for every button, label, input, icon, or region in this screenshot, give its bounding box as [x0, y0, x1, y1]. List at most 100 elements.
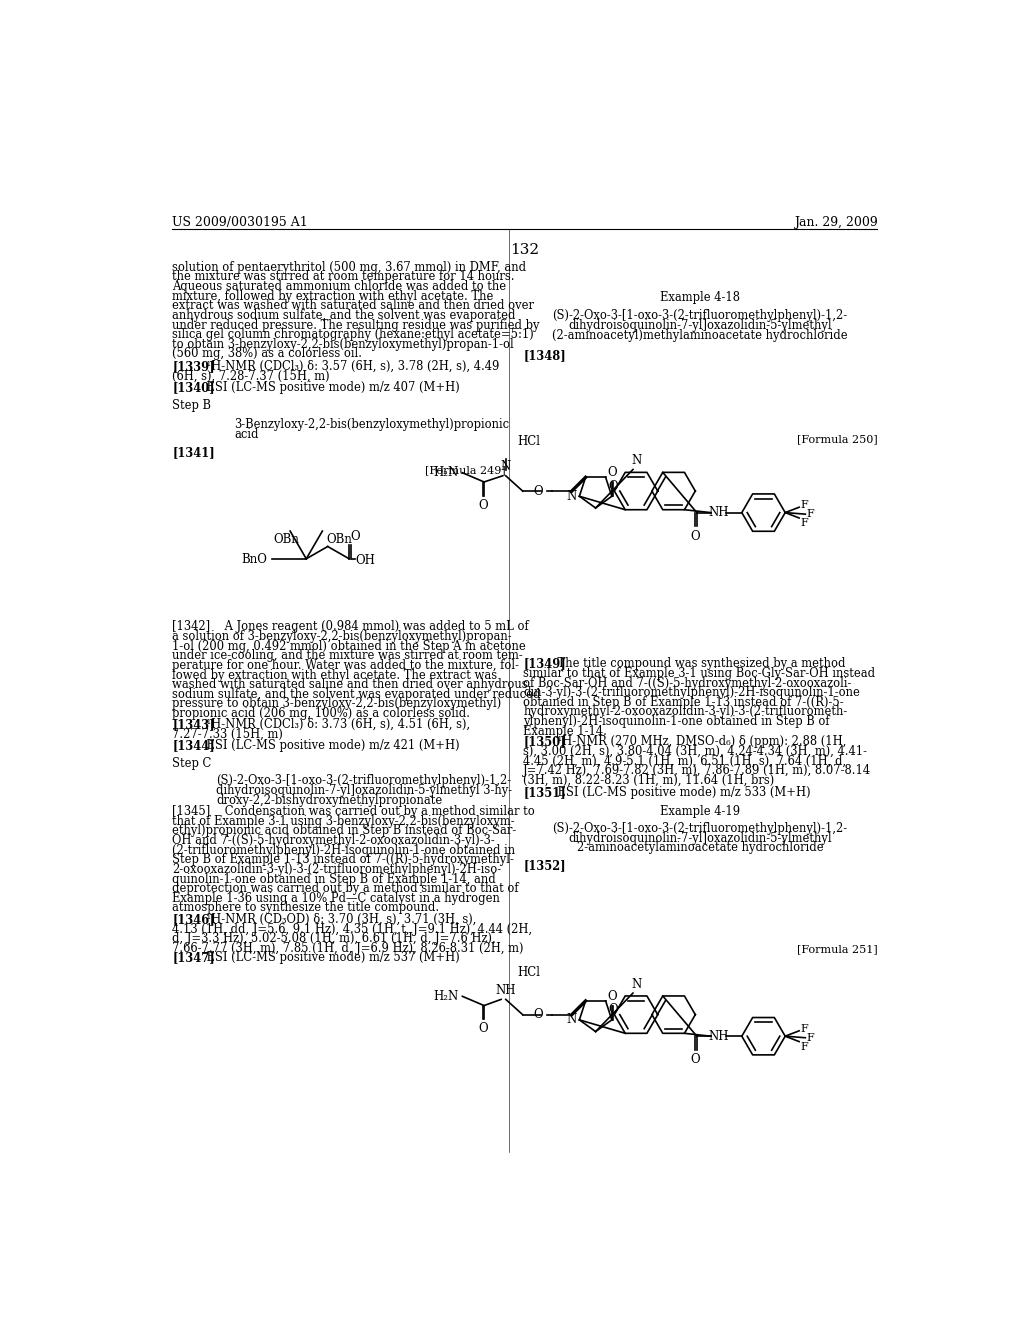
Text: (2-aminoacetyl)methylaminoacetate hydrochloride: (2-aminoacetyl)methylaminoacetate hydroc… [552, 329, 848, 342]
Text: [1347]: [1347] [172, 952, 215, 965]
Text: [1343]: [1343] [172, 718, 215, 731]
Text: O: O [534, 484, 543, 498]
Text: d, J=3.3 Hz), 5.02-5.08 (1H, m), 6.61 (1H, d, J=7.6 Hz),: d, J=3.3 Hz), 5.02-5.08 (1H, m), 6.61 (1… [172, 932, 496, 945]
Text: lowed by extraction with ethyl acetate. The extract was: lowed by extraction with ethyl acetate. … [172, 668, 498, 681]
Text: to obtain 3-benzyloxy-2,2-bis(benzyloxymethyl)propan-1-ol: to obtain 3-benzyloxy-2,2-bis(benzyloxym… [172, 338, 514, 351]
Text: anhydrous sodium sulfate, and the solvent was evaporated: anhydrous sodium sulfate, and the solven… [172, 309, 516, 322]
Text: 3-Benzyloxy-2,2-bis(benzyloxymethyl)propionic: 3-Benzyloxy-2,2-bis(benzyloxymethyl)prop… [234, 418, 509, 430]
Text: ¹H-NMR (CD₃OD) δ: 3.70 (3H, s), 3.71 (3H, s),: ¹H-NMR (CD₃OD) δ: 3.70 (3H, s), 3.71 (3H… [193, 913, 476, 927]
Text: (S)-2-Oxo-3-[1-oxo-3-(2-trifluoromethylphenyl)-1,2-: (S)-2-Oxo-3-[1-oxo-3-(2-trifluoromethylp… [552, 822, 848, 836]
Text: dihydroisoquinolin-7-yl]oxazolidin-5-ylmethyl 3-hy-: dihydroisoquinolin-7-yl]oxazolidin-5-ylm… [216, 784, 512, 797]
Text: perature for one hour. Water was added to the mixture, fol-: perature for one hour. Water was added t… [172, 659, 519, 672]
Text: solution of pentaerythritol (500 mg, 3.67 mmol) in DMF, and: solution of pentaerythritol (500 mg, 3.6… [172, 261, 526, 273]
Text: [1342]    A Jones reagent (0.984 mmol) was added to 5 mL of: [1342] A Jones reagent (0.984 mmol) was … [172, 620, 529, 634]
Text: J=7.42 Hz), 7.69-7.82 (3H, m), 7.86-7.89 (1H, m), 8.07-8.14: J=7.42 Hz), 7.69-7.82 (3H, m), 7.86-7.89… [523, 764, 871, 777]
Text: 4.13 (1H, dd, J=5.6, 9.1 Hz), 4.35 (1H, t, J=9.1 Hz), 4.44 (2H,: 4.13 (1H, dd, J=5.6, 9.1 Hz), 4.35 (1H, … [172, 923, 532, 936]
Text: O: O [690, 529, 700, 543]
Text: OH: OH [355, 554, 375, 566]
Text: ESI (LC-MS positive mode) m/z 421 (M+H): ESI (LC-MS positive mode) m/z 421 (M+H) [193, 739, 460, 752]
Text: O: O [608, 479, 617, 492]
Text: [Formula 249]: [Formula 249] [425, 465, 506, 475]
Text: [1341]: [1341] [172, 446, 215, 459]
Text: [1344]: [1344] [172, 739, 215, 752]
Text: O: O [608, 990, 617, 1003]
Text: that of Example 3-1 using 3-benzyloxy-2,2-bis(benzyloxym-: that of Example 3-1 using 3-benzyloxy-2,… [172, 814, 515, 828]
Text: of Boc-Sar-OH and 7-((S)-5-hydroxymethyl-2-oxooxazoli-: of Boc-Sar-OH and 7-((S)-5-hydroxymethyl… [523, 677, 852, 689]
Text: NH: NH [709, 506, 729, 519]
Text: ethyl)propionic acid obtained in Step B instead of Boc-Sar-: ethyl)propionic acid obtained in Step B … [172, 825, 516, 837]
Text: Aqueous saturated ammonium chloride was added to the: Aqueous saturated ammonium chloride was … [172, 280, 506, 293]
Text: similar to that of Example 3-1 using Boc-Gly-Sar-OH instead: similar to that of Example 3-1 using Boc… [523, 667, 876, 680]
Text: ¹H-NMR (CDCl₃) δ: 3.57 (6H, s), 3.78 (2H, s), 4.49: ¹H-NMR (CDCl₃) δ: 3.57 (6H, s), 3.78 (2H… [193, 360, 500, 374]
Text: ESI (LC-MS positive mode) m/z 537 (M+H): ESI (LC-MS positive mode) m/z 537 (M+H) [193, 952, 460, 965]
Text: [1346]: [1346] [172, 913, 215, 927]
Text: O: O [534, 1008, 543, 1022]
Text: 132: 132 [510, 243, 540, 257]
Text: OBn: OBn [273, 533, 299, 546]
Text: 7.66-7.77 (3H, m), 7.85 (1H, d, J=6.9 Hz), 8.26-8.31 (2H, m): 7.66-7.77 (3H, m), 7.85 (1H, d, J=6.9 Hz… [172, 942, 523, 954]
Text: N: N [631, 454, 641, 467]
Text: hydroxymethyl-2-oxooxazolidin-3-yl)-3-(2-trifluorometh-: hydroxymethyl-2-oxooxazolidin-3-yl)-3-(2… [523, 705, 848, 718]
Text: the mixture was stirred at room temperature for 14 hours.: the mixture was stirred at room temperat… [172, 271, 515, 284]
Text: F: F [807, 510, 815, 519]
Text: [1340]: [1340] [172, 381, 215, 393]
Text: O: O [608, 1003, 617, 1016]
Text: The title compound was synthesized by a method: The title compound was synthesized by a … [544, 657, 846, 671]
Text: N: N [631, 978, 641, 991]
Text: a solution of 3-benzyloxy-2,2-bis(benzyloxymethyl)propan-: a solution of 3-benzyloxy-2,2-bis(benzyl… [172, 630, 512, 643]
Text: O: O [351, 531, 360, 544]
Text: Jan. 29, 2009: Jan. 29, 2009 [794, 216, 878, 230]
Text: [1352]: [1352] [523, 859, 566, 873]
Text: F: F [807, 1032, 815, 1043]
Text: N: N [567, 490, 578, 503]
Text: Example 4-19: Example 4-19 [659, 805, 740, 818]
Text: HCl: HCl [517, 966, 541, 979]
Text: O: O [478, 1023, 488, 1035]
Text: [1345]    Condensation was carried out by a method similar to: [1345] Condensation was carried out by a… [172, 805, 535, 818]
Text: ¹H-NMR (270 MHz, DMSO-d₆) δ (ppm): 2.88 (1H,: ¹H-NMR (270 MHz, DMSO-d₆) δ (ppm): 2.88 … [544, 735, 847, 748]
Text: dihydroisoquinolin-7-yl]oxazolidin-5-ylmethyl: dihydroisoquinolin-7-yl]oxazolidin-5-ylm… [568, 832, 831, 845]
Text: (S)-2-Oxo-3-[1-oxo-3-(2-trifluoromethylphenyl)-1,2-: (S)-2-Oxo-3-[1-oxo-3-(2-trifluoromethylp… [552, 309, 848, 322]
Text: quinolin-1-one obtained in Step B of Example 1-14, and: quinolin-1-one obtained in Step B of Exa… [172, 873, 496, 886]
Text: N: N [567, 1014, 578, 1027]
Text: [Formula 250]: [Formula 250] [797, 434, 878, 444]
Text: H₂N: H₂N [433, 990, 459, 1003]
Text: under ice-cooling, and the mixture was stirred at room tem-: under ice-cooling, and the mixture was s… [172, 649, 523, 663]
Text: BnO: BnO [242, 553, 267, 566]
Text: [1348]: [1348] [523, 350, 566, 363]
Text: under reduced pressure. The resulting residue was purified by: under reduced pressure. The resulting re… [172, 318, 540, 331]
Text: NH: NH [709, 1030, 729, 1043]
Text: F: F [801, 1041, 809, 1052]
Text: NH: NH [496, 985, 516, 997]
Text: Example 4-18: Example 4-18 [659, 290, 740, 304]
Text: Example 1-14.: Example 1-14. [523, 725, 607, 738]
Text: Step B of Example 1-13 instead of 7-((R)-5-hydroxymethyl-: Step B of Example 1-13 instead of 7-((R)… [172, 853, 514, 866]
Text: s), 3.00 (2H, s), 3.80-4.04 (3H, m), 4.24-4.34 (3H, m), 4.41-: s), 3.00 (2H, s), 3.80-4.04 (3H, m), 4.2… [523, 744, 867, 758]
Text: (3H, m), 8.22-8.23 (1H, m), 11.64 (1H, brs): (3H, m), 8.22-8.23 (1H, m), 11.64 (1H, b… [523, 774, 774, 787]
Text: OBn: OBn [327, 533, 352, 546]
Text: mixture, followed by extraction with ethyl acetate. The: mixture, followed by extraction with eth… [172, 289, 494, 302]
Text: droxy-2,2-bishydroxymethylpropionate: droxy-2,2-bishydroxymethylpropionate [216, 793, 442, 807]
Text: F: F [801, 1023, 809, 1034]
Text: ¹H-NMR (CDCl₃) δ: 3.73 (6H, s), 4.51 (6H, s),: ¹H-NMR (CDCl₃) δ: 3.73 (6H, s), 4.51 (6H… [193, 718, 470, 731]
Text: 2-aminoacetylaminoacetate hydrochloride: 2-aminoacetylaminoacetate hydrochloride [577, 841, 823, 854]
Text: (560 mg, 38%) as a colorless oil.: (560 mg, 38%) as a colorless oil. [172, 347, 362, 360]
Text: extract was washed with saturated saline and then dried over: extract was washed with saturated saline… [172, 300, 535, 313]
Text: [1351]: [1351] [523, 785, 566, 799]
Text: F: F [801, 500, 809, 510]
Text: US 2009/0030195 A1: US 2009/0030195 A1 [172, 216, 308, 230]
Text: Step B: Step B [172, 400, 211, 412]
Text: 4.45 (2H, m), 4.9-5.1 (1H, m), 6.51 (1H, s), 7.64 (1H, d,: 4.45 (2H, m), 4.9-5.1 (1H, m), 6.51 (1H,… [523, 755, 847, 767]
Text: sodium sulfate, and the solvent was evaporated under reduced: sodium sulfate, and the solvent was evap… [172, 688, 541, 701]
Text: silica gel column chromatography (hexane:ethyl acetate=5:1): silica gel column chromatography (hexane… [172, 329, 534, 341]
Text: ylphenyl)-2H-isoquinolin-1-one obtained in Step B of: ylphenyl)-2H-isoquinolin-1-one obtained … [523, 715, 829, 729]
Text: washed with saturated saline and then dried over anhydrous: washed with saturated saline and then dr… [172, 678, 527, 692]
Text: Step C: Step C [172, 758, 211, 771]
Text: HCl: HCl [517, 434, 541, 447]
Text: ESI (LC-MS positive mode) m/z 407 (M+H): ESI (LC-MS positive mode) m/z 407 (M+H) [193, 381, 460, 393]
Text: propionic acid (206 mg, 100%) as a colorless solid.: propionic acid (206 mg, 100%) as a color… [172, 708, 470, 719]
Text: [1350]: [1350] [523, 735, 566, 748]
Text: obtained in Step B of Example 1-13 instead of 7-((R)-5-: obtained in Step B of Example 1-13 inste… [523, 696, 844, 709]
Text: din-3-yl)-3-(2-trifluoromethylphenyl)-2H-isoquinolin-1-one: din-3-yl)-3-(2-trifluoromethylphenyl)-2H… [523, 686, 860, 700]
Text: (2-trifluoromethylphenyl)-2H-isoquinolin-1-one obtained in: (2-trifluoromethylphenyl)-2H-isoquinolin… [172, 843, 515, 857]
